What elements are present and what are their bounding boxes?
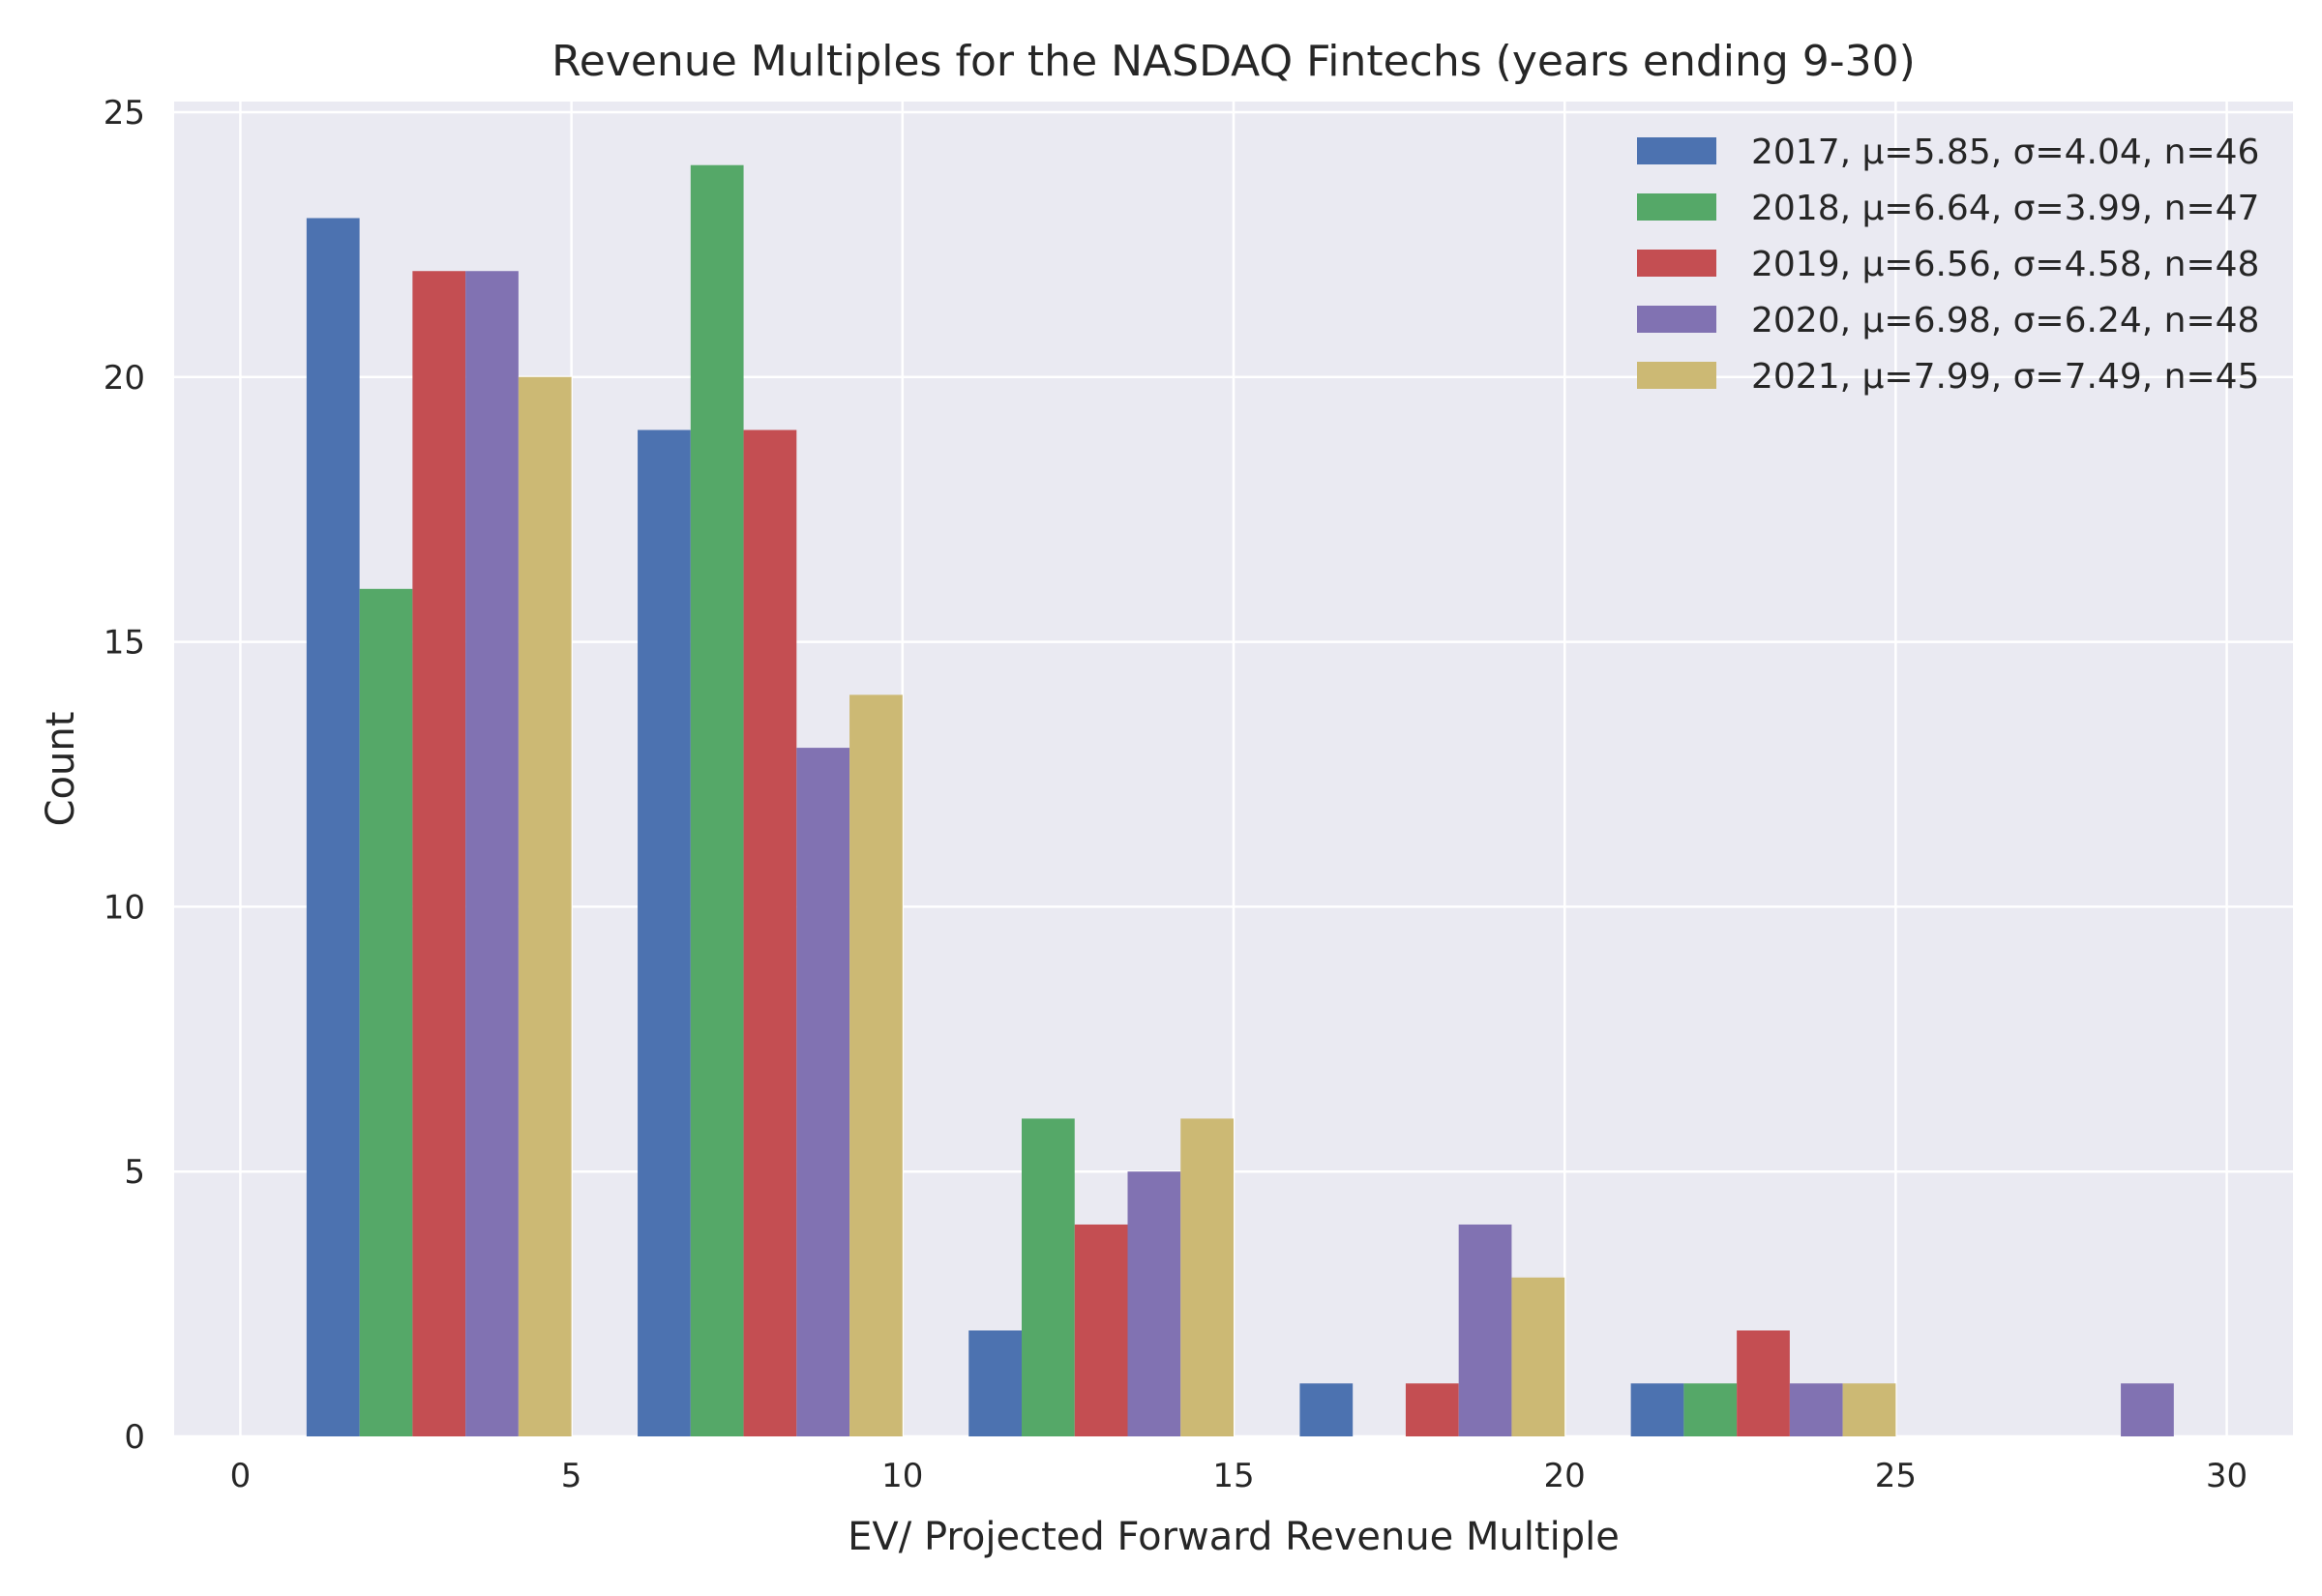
bar-2020-bin-3: [1458, 1224, 1512, 1436]
bar-2017-bin-1: [638, 429, 691, 1436]
legend-swatch: [1637, 193, 1716, 221]
legend-label: 2020, μ=6.98, σ=6.24, n=48: [1751, 301, 2259, 340]
y-tick-label: 0: [124, 1418, 145, 1457]
legend-swatch: [1637, 137, 1716, 164]
bar-2021-bin-2: [1180, 1118, 1234, 1436]
bar-2021-bin-1: [849, 695, 903, 1436]
bar-2019-bin-1: [743, 429, 797, 1436]
bar-2017-bin-4: [1630, 1383, 1684, 1436]
bar-2021-bin-0: [518, 376, 572, 1436]
bar-2019-bin-4: [1737, 1330, 1790, 1436]
x-tick-labels: 0 5 10 15 20 25 30: [230, 1457, 2248, 1495]
bar-2021-bin-4: [1842, 1383, 1896, 1436]
legend-label: 2019, μ=6.56, σ=4.58, n=48: [1751, 245, 2259, 284]
legend-label: 2018, μ=6.64, σ=3.99, n=47: [1751, 189, 2259, 228]
legend-label: 2021, μ=7.99, σ=7.49, n=45: [1751, 357, 2259, 397]
bar-2018-bin-0: [359, 588, 413, 1436]
y-tick-label: 10: [104, 888, 145, 927]
y-tick-labels: 0 5 10 15 20 25: [104, 94, 145, 1457]
x-axis-label: EV/ Projected Forward Revenue Multiple: [848, 1515, 1620, 1559]
legend-label: 2017, μ=5.85, σ=4.04, n=46: [1751, 133, 2259, 172]
bar-2019-bin-0: [412, 271, 466, 1437]
x-tick-label: 0: [230, 1457, 252, 1495]
x-tick-label: 20: [1544, 1457, 1586, 1495]
chart-title: Revenue Multiples for the NASDAQ Fintech…: [551, 37, 1916, 86]
legend-swatch: [1637, 250, 1716, 277]
bar-2021-bin-3: [1511, 1277, 1565, 1436]
bar-2017-bin-2: [968, 1330, 1022, 1436]
x-tick-label: 5: [561, 1457, 582, 1495]
bar-2017-bin-0: [306, 218, 360, 1436]
x-tick-label: 15: [1212, 1457, 1254, 1495]
bar-2020-bin-0: [465, 271, 519, 1437]
x-tick-label: 25: [1875, 1457, 1917, 1495]
x-tick-label: 30: [2206, 1457, 2248, 1495]
y-tick-label: 25: [104, 94, 145, 133]
bar-2018-bin-2: [1022, 1118, 1075, 1436]
legend-swatch: [1637, 362, 1716, 389]
y-axis-label: Count: [39, 712, 83, 827]
bar-2019-bin-3: [1405, 1383, 1459, 1436]
bar-2020-bin-2: [1127, 1171, 1181, 1436]
y-tick-label: 20: [104, 359, 145, 398]
bar-2020-bin-5: [2121, 1383, 2174, 1436]
y-tick-label: 15: [104, 624, 145, 663]
x-tick-label: 10: [881, 1457, 923, 1495]
bar-2020-bin-1: [796, 748, 850, 1436]
bar-2020-bin-4: [1789, 1383, 1843, 1436]
legend-swatch: [1637, 306, 1716, 333]
bar-2018-bin-4: [1683, 1383, 1738, 1436]
y-tick-label: 5: [124, 1153, 145, 1192]
bar-2019-bin-2: [1074, 1224, 1128, 1436]
bars: [306, 164, 2174, 1437]
bar-2018-bin-1: [690, 164, 744, 1437]
bar-2017-bin-3: [1299, 1383, 1354, 1436]
legend: 2017, μ=5.85, σ=4.04, n=46 2018, μ=6.64, …: [1637, 133, 2259, 397]
